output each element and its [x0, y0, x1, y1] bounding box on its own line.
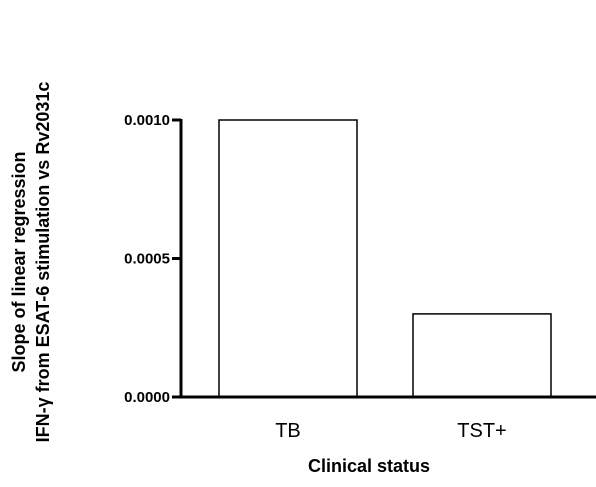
y-axis-title: Slope of linear regression IFN-γ from ES…	[9, 82, 53, 443]
y-tick-label: 0.0000	[124, 389, 170, 406]
y-axis-title-line1: Slope of linear regression	[9, 151, 29, 372]
bars-layer	[218, 119, 552, 398]
y-axis-title-line2: IFN-γ from ESAT-6 stimulation vs Rv2031c	[33, 82, 53, 443]
x-category-labels: TB TST+	[275, 420, 507, 442]
x-category-label: TST+	[457, 420, 506, 442]
y-ticks: 0.0000 0.0005 0.0010	[124, 112, 181, 406]
x-category-label: TB	[275, 420, 301, 442]
y-tick-label: 0.0005	[124, 251, 170, 268]
bar-tst-	[412, 313, 552, 398]
x-axis-title: Clinical status	[308, 456, 430, 476]
bar-tb	[218, 119, 358, 398]
y-tick-label: 0.0010	[124, 112, 170, 129]
